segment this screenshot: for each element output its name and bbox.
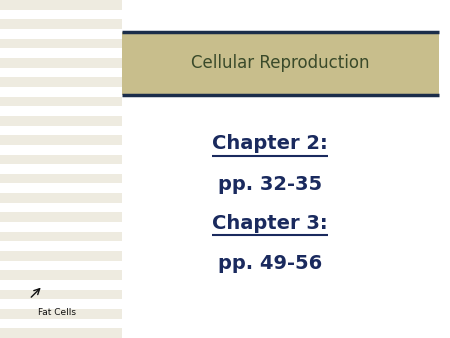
Bar [0,10,122,19]
Bar [0,87,122,97]
Bar [0,299,122,309]
Bar [0,290,122,299]
Text: Chapter 3:: Chapter 3: [212,214,328,233]
Bar [0,280,122,290]
Bar [0,309,122,319]
Bar [0,125,122,135]
Bar [0,174,122,184]
Bar [0,319,122,328]
Bar [0,19,122,29]
Bar [0,97,122,106]
Bar [0,48,122,58]
Bar [122,32,439,95]
Bar [0,116,122,125]
Bar [0,135,122,145]
Text: Chapter 2:: Chapter 2: [212,134,328,153]
Bar [0,106,122,116]
Bar [0,203,122,213]
Bar [0,184,122,193]
Bar [0,193,122,203]
Bar [0,145,122,154]
Bar [0,0,122,10]
Text: Fat Cells: Fat Cells [38,308,76,317]
Bar [0,261,122,270]
Bar [0,39,122,48]
Bar [0,213,122,222]
Bar [0,232,122,241]
Bar [0,164,122,174]
Text: pp. 49-56: pp. 49-56 [218,254,322,273]
Bar [0,241,122,251]
Bar [0,222,122,232]
Bar [0,154,122,164]
Bar [0,58,122,68]
Bar [0,251,122,261]
Bar [0,68,122,77]
Bar [0,270,122,280]
Bar [0,328,122,338]
Text: pp. 32-35: pp. 32-35 [218,175,322,194]
Bar [0,29,122,39]
Text: Cellular Reproduction: Cellular Reproduction [191,54,369,72]
Bar [0,77,122,87]
